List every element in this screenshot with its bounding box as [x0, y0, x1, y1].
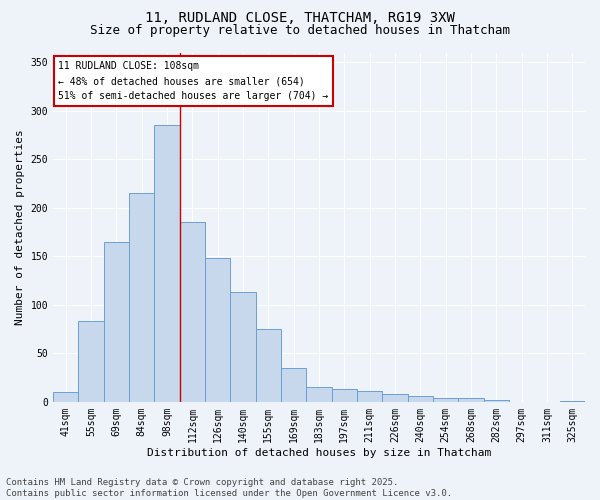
Bar — [79, 322, 104, 402]
Bar — [256, 329, 281, 402]
Bar — [281, 368, 307, 402]
Bar — [332, 389, 357, 402]
Bar — [484, 400, 509, 402]
Bar — [53, 392, 79, 402]
Text: 11, RUDLAND CLOSE, THATCHAM, RG19 3XW: 11, RUDLAND CLOSE, THATCHAM, RG19 3XW — [145, 12, 455, 26]
Bar — [458, 398, 484, 402]
Bar — [104, 242, 129, 402]
Bar — [433, 398, 458, 402]
Text: 11 RUDLAND CLOSE: 108sqm
← 48% of detached houses are smaller (654)
51% of semi-: 11 RUDLAND CLOSE: 108sqm ← 48% of detach… — [58, 61, 329, 101]
Bar — [205, 258, 230, 402]
Text: Contains HM Land Registry data © Crown copyright and database right 2025.
Contai: Contains HM Land Registry data © Crown c… — [6, 478, 452, 498]
Bar — [560, 401, 585, 402]
Y-axis label: Number of detached properties: Number of detached properties — [15, 130, 25, 325]
Bar — [154, 126, 179, 402]
Bar — [129, 193, 154, 402]
Bar — [357, 391, 382, 402]
Bar — [407, 396, 433, 402]
Bar — [230, 292, 256, 402]
Bar — [307, 388, 332, 402]
Text: Size of property relative to detached houses in Thatcham: Size of property relative to detached ho… — [90, 24, 510, 37]
Bar — [179, 222, 205, 402]
X-axis label: Distribution of detached houses by size in Thatcham: Distribution of detached houses by size … — [147, 448, 491, 458]
Bar — [382, 394, 407, 402]
